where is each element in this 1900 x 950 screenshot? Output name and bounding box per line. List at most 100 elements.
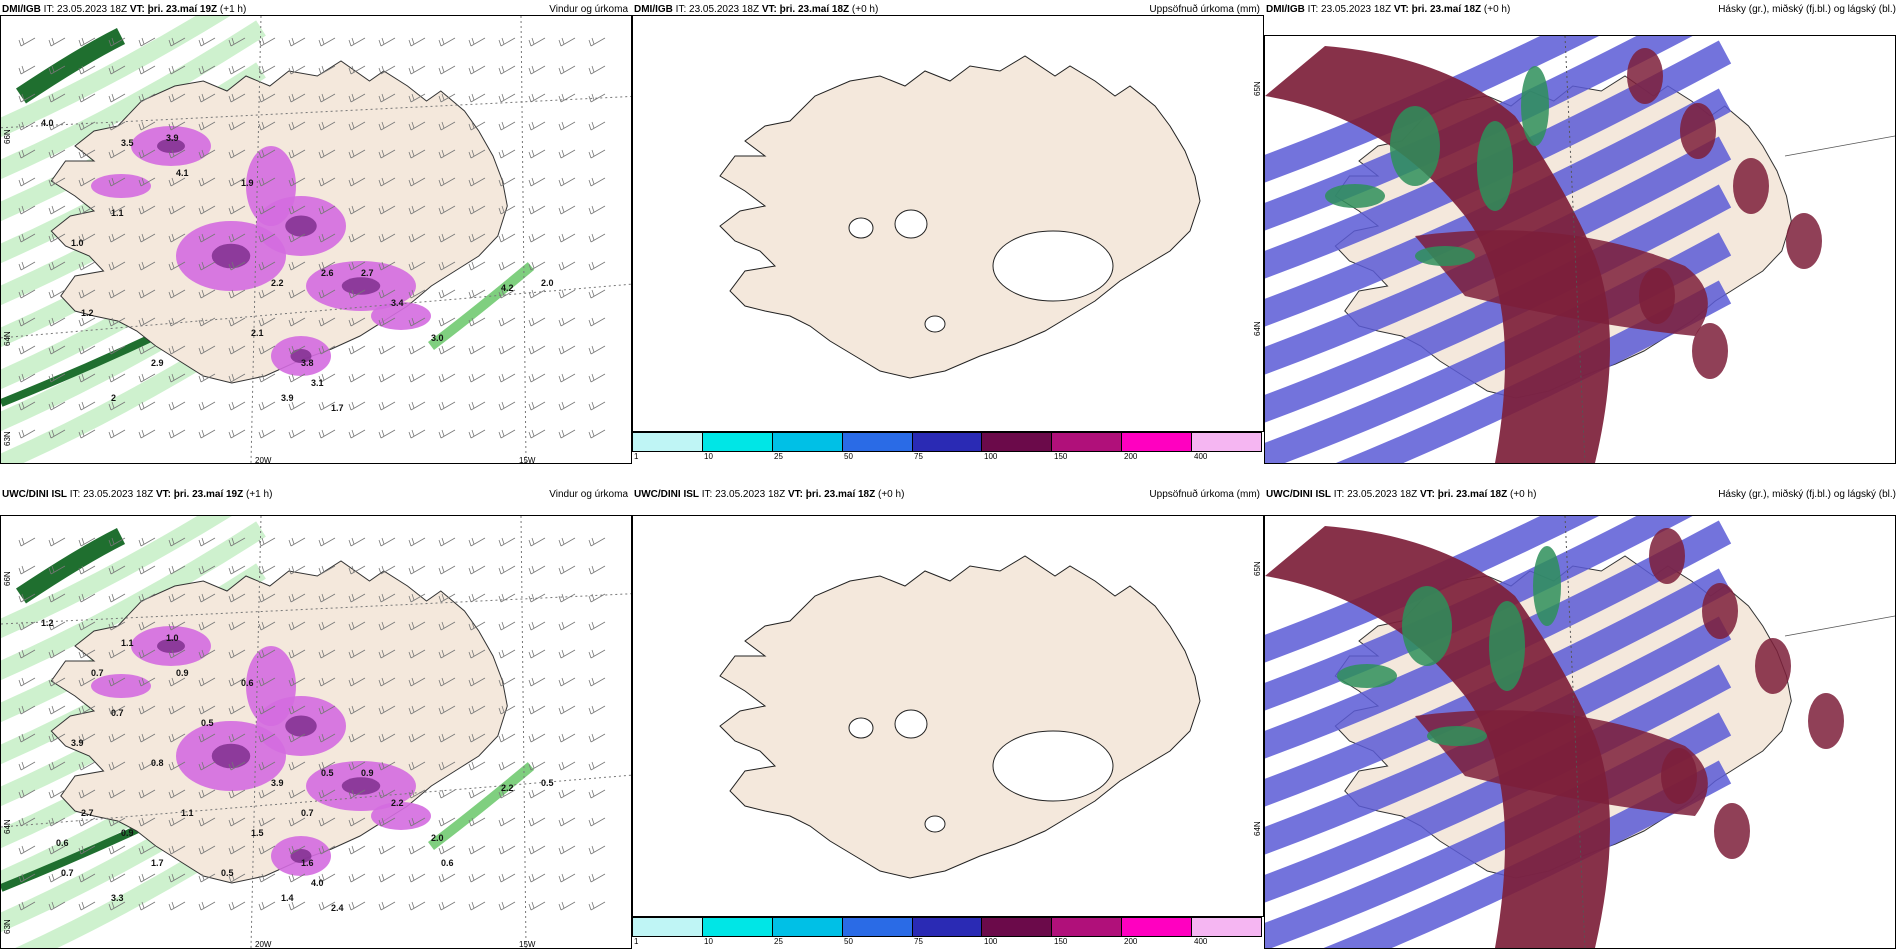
wind-barb xyxy=(408,761,426,771)
wind-barb xyxy=(588,93,606,103)
wind-barb xyxy=(318,317,336,327)
wind-barb xyxy=(498,733,516,743)
wind-barb xyxy=(528,873,546,883)
wind-barb xyxy=(108,429,126,439)
wind-barb xyxy=(138,705,156,715)
wind-barb xyxy=(408,873,426,883)
wind-barb xyxy=(168,317,186,327)
wind-barb xyxy=(198,817,216,827)
wind-barb xyxy=(558,37,576,47)
wind-barb xyxy=(288,177,306,187)
precip-value-label: 0.9 xyxy=(176,668,189,678)
precip-value-label: 2.7 xyxy=(361,268,374,278)
colorbar-tick-label: 25 xyxy=(774,452,783,461)
wind-barb xyxy=(408,93,426,103)
colorbar-swatch xyxy=(1122,918,1193,936)
wind-barb xyxy=(348,873,366,883)
it-value: 23.05.2023 18Z xyxy=(1347,489,1418,500)
glacier-vatnajokull xyxy=(992,230,1114,302)
wind-barb xyxy=(378,649,396,659)
wind-barb xyxy=(468,873,486,883)
wind-barb xyxy=(378,817,396,827)
wind-barb xyxy=(78,901,96,911)
wind-barb xyxy=(78,93,96,103)
wind-barb xyxy=(18,317,36,327)
wind-barb xyxy=(198,261,216,271)
precip-value-label: 2.9 xyxy=(151,358,164,368)
wind-barb xyxy=(528,677,546,687)
colorbar-ticks: 1 10 25 50 75 100 150 200 400 xyxy=(632,937,1262,947)
wind-barb xyxy=(198,705,216,715)
vt-value: þri. 23.maí 19Z xyxy=(173,489,244,500)
wind-barb xyxy=(468,537,486,547)
wind-barb xyxy=(558,649,576,659)
product-title: Uppsöfnuð úrkoma (mm) xyxy=(1149,489,1260,500)
wind-barb xyxy=(48,93,66,103)
wind-barb xyxy=(18,65,36,75)
wind-barb xyxy=(18,873,36,883)
wind-barb xyxy=(378,565,396,575)
precip-value-label: 2.2 xyxy=(271,278,284,288)
wind-barb xyxy=(108,65,126,75)
map-layer-base xyxy=(633,16,1263,431)
wind-barb xyxy=(168,621,186,631)
wind-barb xyxy=(48,565,66,575)
wind-barb xyxy=(318,373,336,383)
wind-barb xyxy=(468,205,486,215)
wind-barb xyxy=(48,733,66,743)
wind-barb xyxy=(48,177,66,187)
wind-barb xyxy=(168,873,186,883)
wind-barb xyxy=(468,317,486,327)
wind-barb xyxy=(318,593,336,603)
wind-barb xyxy=(138,205,156,215)
wind-barb xyxy=(228,565,246,575)
precip-light-band xyxy=(1,521,266,681)
wind-barb xyxy=(228,429,246,439)
colorbar-swatches xyxy=(632,917,1262,937)
wind-barb xyxy=(408,593,426,603)
wind-barb xyxy=(558,429,576,439)
wind-barb xyxy=(228,373,246,383)
wind-barb xyxy=(348,177,366,187)
wind-barb xyxy=(588,177,606,187)
wind-barb xyxy=(258,149,276,159)
wind-barb xyxy=(198,677,216,687)
mid-cloud-patch xyxy=(1639,268,1675,324)
precip-value-label: 3.0 xyxy=(431,333,444,343)
wind-barb xyxy=(348,761,366,771)
wind-barb xyxy=(108,593,126,603)
wind-barb xyxy=(378,429,396,439)
precip-core-area xyxy=(285,715,317,737)
wind-barb xyxy=(138,901,156,911)
precip-value-label: 3.3 xyxy=(111,893,124,903)
accumulated-precip-map xyxy=(633,516,1263,916)
lead-time: (+1 h) xyxy=(246,489,273,500)
wind-barb xyxy=(558,761,576,771)
precip-dark-band xyxy=(16,527,126,604)
wind-barb xyxy=(528,649,546,659)
wind-barb xyxy=(168,121,186,131)
wind-barb xyxy=(528,761,546,771)
wind-barb xyxy=(258,705,276,715)
wind-barb xyxy=(438,873,456,883)
wind-barb xyxy=(108,233,126,243)
wind-barb xyxy=(48,649,66,659)
cloud-cover-map xyxy=(1265,516,1895,948)
product-title: Vindur og úrkoma xyxy=(549,4,628,15)
wind-barb xyxy=(318,149,336,159)
wind-barb xyxy=(528,565,546,575)
wind-barb xyxy=(288,317,306,327)
wind-barb xyxy=(348,317,366,327)
wind-barb xyxy=(498,537,516,547)
precip-value-label: 2.1 xyxy=(251,328,264,338)
wind-barb xyxy=(438,401,456,411)
wind-barb xyxy=(348,205,366,215)
wind-barb xyxy=(498,37,516,47)
wind-barb xyxy=(18,845,36,855)
wind-barb xyxy=(108,289,126,299)
wind-barb xyxy=(528,789,546,799)
wind-barb xyxy=(168,789,186,799)
wind-barb xyxy=(108,649,126,659)
wind-barb xyxy=(288,429,306,439)
wind-barb xyxy=(378,845,396,855)
